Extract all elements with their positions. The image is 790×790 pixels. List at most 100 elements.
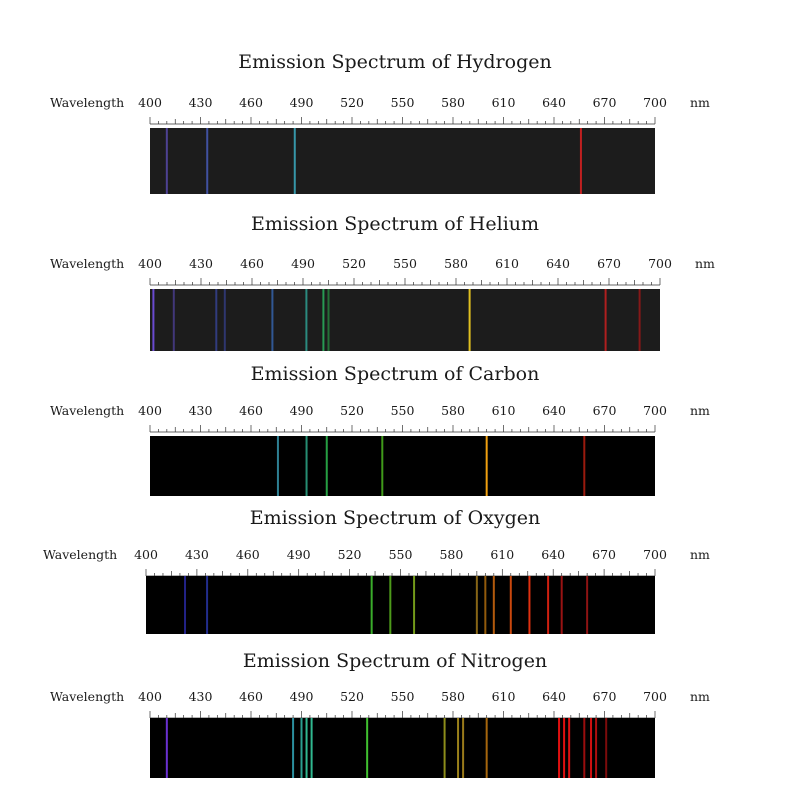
spectrum-title-carbon: Emission Spectrum of Carbon: [251, 363, 540, 385]
tick-label-oxygen-460: 460: [236, 547, 260, 562]
emission-line-oxygen-637: [547, 576, 550, 634]
wavelength-label-oxygen: Wavelength: [43, 547, 117, 562]
tick-label-oxygen-400: 400: [134, 547, 158, 562]
emission-line-nitrogen-662: [590, 718, 593, 778]
emission-line-nitrogen-490: [300, 718, 303, 778]
spectrum-title-helium: Emission Spectrum of Helium: [251, 213, 539, 235]
emission-line-oxygen-605: [492, 576, 495, 634]
tick-label-oxygen-640: 640: [541, 547, 565, 562]
emission-line-oxygen-558: [413, 576, 416, 634]
tick-label-oxygen-670: 670: [592, 547, 616, 562]
tick-label-carbon-430: 430: [189, 403, 213, 418]
emission-line-helium-505: [327, 289, 330, 351]
tick-label-oxygen-520: 520: [338, 547, 362, 562]
emission-line-nitrogen-410: [165, 718, 168, 778]
emission-line-nitrogen-586: [462, 718, 465, 778]
tick-label-carbon-640: 640: [542, 403, 566, 418]
spectrum-title-oxygen: Emission Spectrum of Oxygen: [250, 507, 541, 529]
tick-label-oxygen-550: 550: [389, 547, 413, 562]
emission-line-helium-439: [215, 289, 218, 351]
tick-label-helium-580: 580: [444, 256, 468, 271]
tick-label-nitrogen-550: 550: [391, 689, 415, 704]
spectrum-title-hydrogen: Emission Spectrum of Hydrogen: [238, 51, 551, 73]
tick-label-hydrogen-640: 640: [542, 95, 566, 110]
emission-line-helium-688: [638, 289, 641, 351]
tick-label-oxygen-610: 610: [490, 547, 514, 562]
emission-line-oxygen-595: [475, 576, 478, 634]
spectrum-strip-carbon: [150, 436, 655, 496]
emission-line-carbon-493: [305, 436, 308, 496]
emission-line-carbon-658: [583, 436, 586, 496]
emission-line-nitrogen-658: [583, 718, 586, 778]
unit-label-oxygen: nm: [690, 547, 710, 562]
emission-line-hydrogen-434: [206, 128, 209, 194]
emission-line-oxygen-436: [206, 576, 209, 634]
emission-line-nitrogen-493: [305, 718, 308, 778]
emission-line-carbon-505: [325, 436, 328, 496]
spectrum-strip-oxygen: [146, 576, 655, 634]
emission-line-nitrogen-529: [366, 718, 369, 778]
tick-label-nitrogen-580: 580: [441, 689, 465, 704]
tick-label-carbon-520: 520: [340, 403, 364, 418]
spectrum-strip-helium: [150, 289, 660, 351]
tick-label-nitrogen-700: 700: [643, 689, 667, 704]
tick-label-carbon-610: 610: [492, 403, 516, 418]
emission-line-nitrogen-600: [485, 718, 488, 778]
tick-label-carbon-550: 550: [391, 403, 415, 418]
tick-label-nitrogen-490: 490: [290, 689, 314, 704]
unit-label-hydrogen: nm: [690, 95, 710, 110]
unit-label-nitrogen: nm: [690, 689, 710, 704]
spectrum-title-nitrogen: Emission Spectrum of Nitrogen: [243, 650, 547, 672]
emission-line-helium-444: [223, 289, 226, 351]
emission-line-helium-492: [305, 289, 308, 351]
emission-line-nitrogen-671: [605, 718, 608, 778]
unit-label-helium: nm: [695, 256, 715, 271]
tick-label-hydrogen-460: 460: [239, 95, 263, 110]
emission-line-nitrogen-485: [292, 718, 295, 778]
emission-line-helium-668: [604, 289, 607, 351]
tick-label-nitrogen-430: 430: [189, 689, 213, 704]
tick-label-helium-550: 550: [393, 256, 417, 271]
tick-label-hydrogen-490: 490: [290, 95, 314, 110]
tick-label-oxygen-490: 490: [287, 547, 311, 562]
tick-label-carbon-700: 700: [643, 403, 667, 418]
emission-line-oxygen-626: [528, 576, 531, 634]
emission-line-oxygen-544: [389, 576, 392, 634]
wavelength-label-hydrogen: Wavelength: [50, 95, 124, 110]
emission-line-oxygen-423: [184, 576, 187, 634]
tick-label-hydrogen-520: 520: [340, 95, 364, 110]
tick-label-carbon-490: 490: [290, 403, 314, 418]
emission-line-oxygen-615: [509, 576, 512, 634]
tick-label-oxygen-580: 580: [439, 547, 463, 562]
emission-line-carbon-538: [381, 436, 384, 496]
tick-label-hydrogen-670: 670: [593, 95, 617, 110]
emission-line-hydrogen-656: [579, 128, 582, 194]
emission-line-nitrogen-496: [310, 718, 313, 778]
emission-line-helium-502: [322, 289, 325, 351]
wavelength-label-carbon: Wavelength: [50, 403, 124, 418]
tick-label-helium-610: 610: [495, 256, 519, 271]
tick-label-nitrogen-400: 400: [138, 689, 162, 704]
tick-label-helium-670: 670: [597, 256, 621, 271]
tick-label-hydrogen-580: 580: [441, 95, 465, 110]
unit-label-carbon: nm: [690, 403, 710, 418]
tick-label-carbon-580: 580: [441, 403, 465, 418]
tick-label-nitrogen-460: 460: [239, 689, 263, 704]
tick-label-helium-400: 400: [138, 256, 162, 271]
tick-label-carbon-460: 460: [239, 403, 263, 418]
tick-label-hydrogen-610: 610: [492, 95, 516, 110]
tick-label-hydrogen-700: 700: [643, 95, 667, 110]
tick-label-hydrogen-400: 400: [138, 95, 162, 110]
emission-line-nitrogen-583: [457, 718, 460, 778]
tick-label-oxygen-700: 700: [643, 547, 667, 562]
wavelength-label-helium: Wavelength: [50, 256, 124, 271]
emission-line-carbon-476: [276, 436, 279, 496]
emission-line-oxygen-645: [560, 576, 563, 634]
tick-label-helium-700: 700: [648, 256, 672, 271]
spectrum-strip-hydrogen: [150, 128, 655, 194]
tick-label-helium-520: 520: [342, 256, 366, 271]
emission-line-carbon-600: [485, 436, 488, 496]
emission-line-nitrogen-665: [595, 718, 598, 778]
tick-label-nitrogen-520: 520: [340, 689, 364, 704]
tick-label-helium-430: 430: [189, 256, 213, 271]
